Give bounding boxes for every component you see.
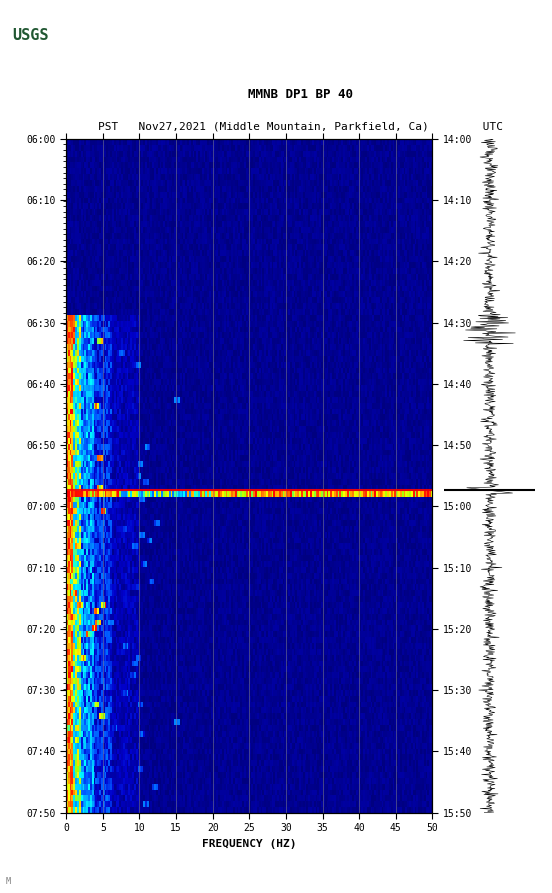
Text: MMNB DP1 BP 40: MMNB DP1 BP 40 — [248, 88, 353, 101]
X-axis label: FREQUENCY (HZ): FREQUENCY (HZ) — [202, 839, 296, 848]
Text: USGS: USGS — [12, 29, 49, 43]
Text: M: M — [6, 877, 10, 886]
Text: PST   Nov27,2021 (Middle Mountain, Parkfield, Ca)        UTC: PST Nov27,2021 (Middle Mountain, Parkfie… — [98, 122, 503, 132]
